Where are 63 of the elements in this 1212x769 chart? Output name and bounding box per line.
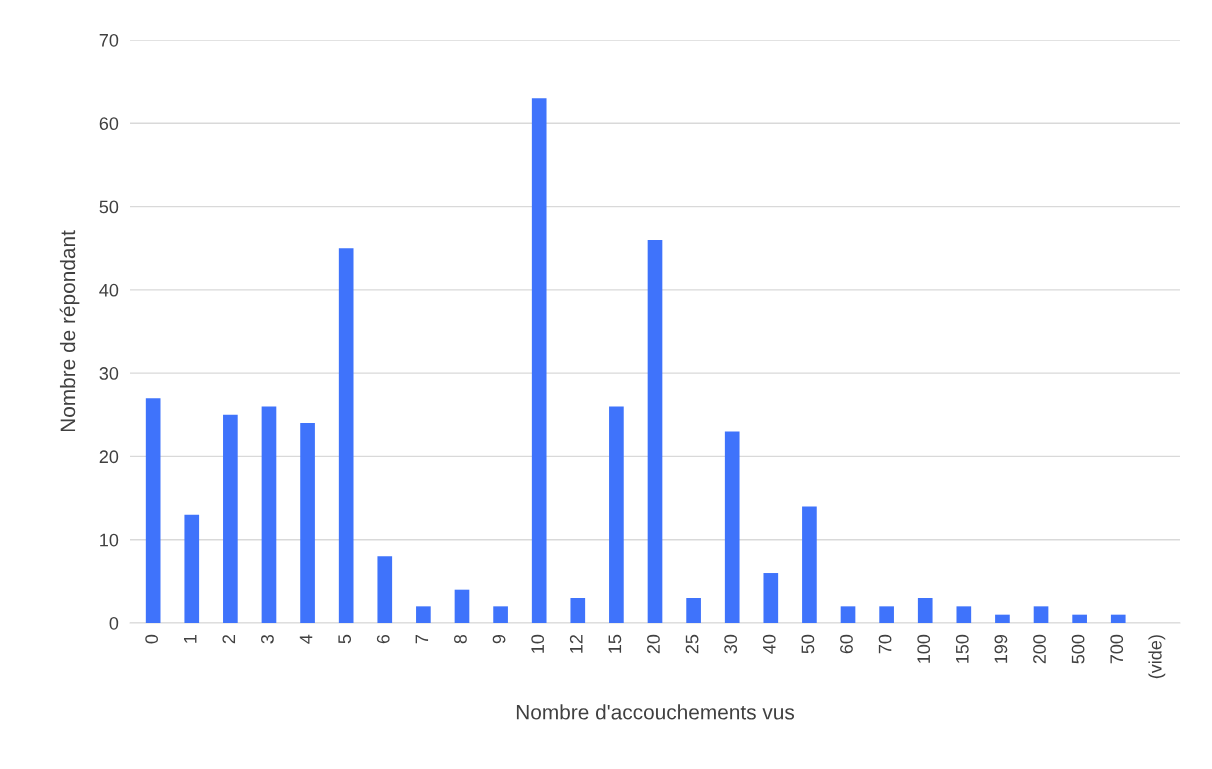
x-tick-label: 40	[762, 634, 776, 654]
bar	[879, 606, 894, 623]
y-tick-label: 40	[99, 283, 119, 297]
bar	[647, 239, 663, 623]
bar	[145, 398, 161, 623]
x-tick-label: 199	[994, 634, 1008, 663]
x-tick-label: 150	[955, 634, 969, 663]
y-tick-label: 0	[109, 616, 119, 630]
y-axis-title: Nombre de répondant	[59, 230, 80, 432]
x-tick-label: 25	[685, 634, 699, 654]
x-tick-label: 60	[840, 634, 853, 654]
bar	[261, 406, 277, 623]
x-axis-title: Nombre d'accouchements vus	[516, 704, 795, 720]
bar	[300, 423, 315, 623]
bar	[1033, 606, 1049, 623]
x-tick-label: 15	[608, 634, 622, 653]
x-tick-label: 100	[917, 634, 931, 663]
x-tick-label: 50	[801, 634, 815, 654]
y-tick-label: 50	[99, 200, 119, 214]
x-tick-label: 12	[569, 635, 583, 653]
y-tick-label: 70	[99, 33, 119, 47]
x-tick-label: 70	[878, 634, 892, 654]
x-tick-label: 10	[531, 634, 545, 653]
y-tick-label: 10	[100, 533, 119, 547]
x-tick-label: (vide)	[1148, 635, 1166, 679]
bar	[995, 614, 1010, 623]
bar	[570, 598, 586, 623]
bar	[917, 598, 933, 623]
bar	[184, 514, 200, 623]
x-tick-label: 6	[376, 634, 390, 644]
x-tick-label: 8	[454, 634, 467, 644]
x-tick-label: 9	[492, 634, 506, 644]
bar	[956, 606, 972, 623]
bar	[493, 606, 508, 623]
bar	[802, 506, 817, 623]
x-tick-label: 4	[299, 634, 313, 644]
x-tick-label: 2	[222, 635, 236, 644]
bar	[763, 573, 779, 623]
bar	[454, 589, 470, 623]
bar	[609, 406, 624, 623]
bar	[377, 556, 393, 623]
bar	[686, 598, 701, 623]
x-tick-label: 20	[647, 634, 660, 654]
x-tick-label: 5	[338, 634, 352, 644]
x-tick-label: 700	[1110, 634, 1124, 664]
bar	[531, 98, 547, 623]
bar	[1072, 614, 1087, 623]
bar	[338, 248, 354, 623]
y-tick-label: 60	[99, 117, 119, 131]
x-tick-label: 200	[1033, 634, 1046, 664]
bar	[724, 431, 740, 623]
x-tick-label: 1	[184, 634, 197, 643]
y-tick-label: 30	[99, 367, 119, 380]
y-tick-label: 20	[99, 450, 119, 464]
x-tick-label: 0	[145, 634, 159, 644]
x-tick-label: 7	[415, 635, 429, 644]
x-tick-label: 500	[1071, 634, 1085, 664]
bar	[840, 606, 856, 623]
bar	[1110, 614, 1126, 623]
x-tick-label: 30	[724, 634, 738, 654]
bar	[223, 414, 238, 623]
x-tick-label: 3	[261, 634, 274, 644]
bar	[416, 606, 431, 623]
